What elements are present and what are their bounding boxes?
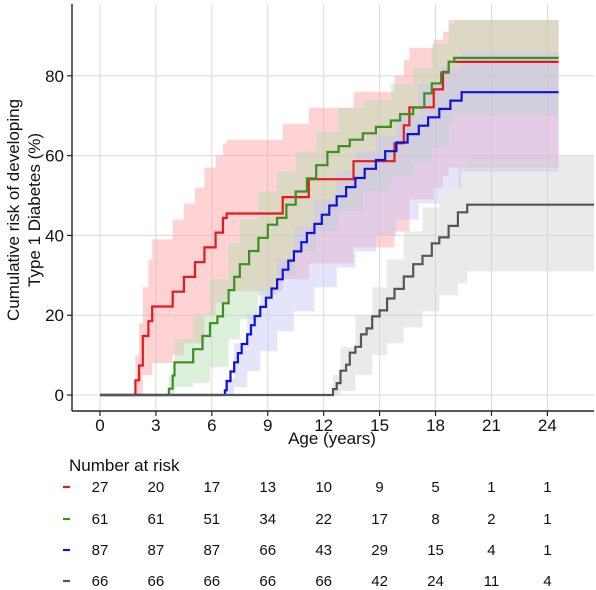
x-tick-label: 12 (314, 416, 333, 435)
risk-count: 9 (375, 479, 383, 496)
y-axis-title-line-2: Type 1 Diabetes (%) (25, 133, 44, 287)
y-tick-label: 0 (55, 386, 64, 405)
risk-count: 34 (259, 511, 276, 528)
risk-count: 8 (431, 511, 439, 528)
risk-count: 4 (543, 573, 551, 590)
risk-count: 66 (315, 573, 332, 590)
risk-count: 1 (543, 542, 551, 559)
risk-count: 11 (484, 573, 500, 590)
risk-count: 20 (148, 479, 165, 496)
risk-count: 27 (92, 479, 109, 496)
risk-count: 1 (487, 479, 495, 496)
risk-count: 2 (487, 511, 495, 528)
risk-count: 4 (487, 542, 495, 559)
risk-count: 17 (203, 479, 220, 496)
x-tick-label: 15 (370, 416, 389, 435)
risk-curve-3 (100, 91, 559, 397)
y-tick-label: 20 (45, 306, 64, 325)
risk-curve-4 (100, 203, 594, 397)
risk-count: 15 (427, 542, 444, 559)
risk-count: 61 (92, 511, 109, 528)
x-tick-label: 24 (538, 416, 557, 435)
x-axis-title: Age (years) (288, 429, 376, 448)
x-tick-label: 3 (151, 416, 160, 435)
x-tick-label: 21 (482, 416, 501, 435)
risk-count: 61 (148, 511, 165, 528)
risk-count: 13 (259, 479, 276, 496)
risk-count: 29 (371, 542, 388, 559)
y-axis-title-line-1: Cumulative risk of developing (4, 99, 23, 321)
x-tick-label: 0 (95, 416, 104, 435)
risk-count: 87 (92, 542, 109, 559)
risk-count: 66 (259, 542, 276, 559)
risk-count: 87 (148, 542, 165, 559)
risk-count: 66 (259, 573, 276, 590)
risk-count: 66 (92, 573, 109, 590)
y-tick-label: 60 (45, 147, 64, 166)
risk-count: 1 (543, 479, 551, 496)
risk-count: 42 (371, 573, 388, 590)
plot-area: 0 3 6 9 12 15 18 21 24 0 20 40 60 80 (45, 4, 594, 435)
x-tick-label: 18 (426, 416, 445, 435)
confidence-band-4 (100, 155, 594, 395)
risk-count: 24 (427, 573, 444, 590)
y-tick-label: 40 (45, 226, 64, 245)
number-at-risk-title: Number at risk (69, 456, 180, 475)
risk-count: 17 (371, 511, 388, 528)
risk-count: 66 (148, 573, 165, 590)
risk-count: 87 (203, 542, 220, 559)
risk-curve-2 (100, 56, 559, 397)
number-at-risk-table: 27 20 17 13 10 9 5 1 161 61 51 34 22 17 8 2 187 87 87 66 43 2… (63, 479, 552, 590)
x-tick-label: 6 (207, 416, 216, 435)
risk-count: 22 (315, 511, 332, 528)
x-tick-label: 9 (263, 416, 272, 435)
y-tick-label: 80 (45, 67, 64, 86)
risk-count: 51 (203, 511, 220, 528)
confidence-band-3 (100, 51, 559, 396)
risk-count: 66 (203, 573, 220, 590)
risk-count: 5 (431, 479, 439, 496)
risk-count: 10 (315, 479, 332, 496)
risk-count: 1 (543, 511, 551, 528)
risk-count: 43 (315, 542, 332, 559)
